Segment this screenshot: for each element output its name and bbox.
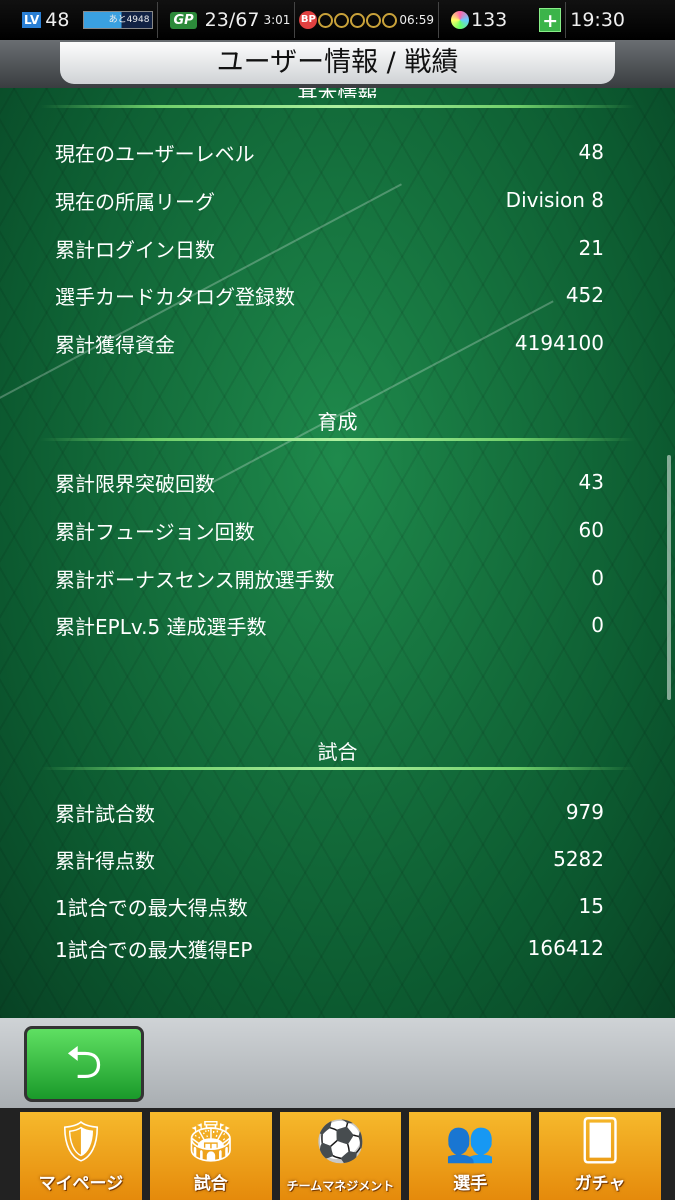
stat-value: 60	[578, 518, 604, 542]
gem-count: 133	[470, 9, 508, 31]
stat-value: 48	[578, 140, 604, 164]
gem-icon	[450, 11, 469, 29]
gp-value: 23/67	[204, 9, 260, 31]
stat-value: Division 8	[505, 188, 604, 212]
title-bar: ユーザー情報 / 戦績	[0, 40, 675, 88]
level-value: 48	[45, 9, 70, 31]
stat-row: 累計ボーナスセンス開放選手数 0	[55, 561, 604, 595]
gp-icon: GP	[170, 11, 197, 29]
add-gems-button[interactable]: +	[539, 8, 562, 32]
stat-value: 5282	[553, 847, 604, 871]
bp-icon: BP	[299, 11, 318, 29]
stat-label: 累計獲得資金	[55, 332, 175, 357]
stat-row: 累計試合数 979	[55, 795, 604, 829]
stat-label: 選手カードカタログ登録数	[55, 284, 295, 309]
xp-bar: あと4948	[83, 11, 154, 29]
stat-value: 21	[578, 236, 604, 260]
nav-mypage[interactable]: 🛡 マイページ	[20, 1112, 142, 1200]
page-title: ユーザー情報 / 戦績	[60, 42, 615, 84]
bp-slot	[318, 12, 334, 28]
bp-slot	[382, 12, 398, 28]
level-badge: LV	[22, 12, 42, 28]
return-arrow-icon: ⮌	[65, 1035, 103, 1089]
stat-value: 4194100	[514, 331, 604, 355]
stat-row: 選手カードカタログ登録数 452	[55, 278, 604, 312]
stat-row: 現在のユーザーレベル 48	[55, 135, 604, 169]
stat-label: 累計限界突破回数	[55, 471, 215, 496]
stat-label: 累計フュージョン回数	[55, 519, 255, 544]
stat-value: 166412	[527, 936, 604, 960]
shield-icon: 🛡	[55, 1119, 107, 1165]
formation-icon: ⚽	[315, 1119, 366, 1165]
bp-slot	[350, 12, 366, 28]
stat-row: 累計ログイン日数 21	[55, 231, 604, 265]
stadium-icon: 🏟	[185, 1119, 237, 1165]
stat-value: 979	[565, 800, 604, 824]
bp-slot	[366, 12, 382, 28]
cards-icon: 🂠	[579, 1118, 621, 1164]
bp-slot	[334, 12, 350, 28]
stat-row: 累計フュージョン回数 60	[55, 513, 604, 547]
nav-players[interactable]: 👥 選手	[409, 1112, 532, 1200]
stat-value: 452	[565, 283, 604, 307]
stat-label: 累計得点数	[55, 848, 155, 873]
players-icon: 👥	[445, 1119, 496, 1165]
stat-label: 1試合での最大得点数	[55, 895, 248, 920]
bottom-nav: 🛡 マイページ 🏟 試合 ⚽ チームマネジメント 👥 選手 🂠 ガチャ	[0, 1108, 675, 1200]
nav-match[interactable]: 🏟 試合	[149, 1112, 272, 1200]
section-title-basic: 基本情報	[0, 88, 675, 98]
clock: 19:30	[570, 9, 626, 31]
section-title-training: 育成	[317, 410, 358, 434]
stat-value: 0	[591, 613, 604, 637]
stat-value: 15	[578, 894, 604, 918]
stat-label: 現在のユーザーレベル	[55, 141, 255, 166]
stat-row: 1試合での最大獲得EP 166412	[55, 931, 604, 965]
stat-row: 累計限界突破回数 43	[55, 465, 604, 499]
stat-label: 累計EPLv.5 達成選手数	[55, 614, 267, 639]
stat-row: 現在の所属リーグ Division 8	[55, 183, 604, 217]
scrollbar[interactable]	[667, 455, 671, 700]
nav-team-management[interactable]: ⚽ チームマネジメント	[279, 1112, 402, 1200]
stat-value: 43	[578, 470, 604, 494]
stat-label: 現在の所属リーグ	[55, 189, 215, 214]
stat-value: 0	[591, 566, 604, 590]
stat-label: 累計試合数	[55, 801, 155, 826]
back-button[interactable]: ⮌	[24, 1026, 144, 1102]
bp-timer: 06:59	[399, 13, 434, 27]
stat-row: 累計EPLv.5 達成選手数 0	[55, 608, 604, 642]
stat-row: 1試合での最大得点数 15	[55, 889, 604, 923]
stat-label: 累計ログイン日数	[55, 237, 215, 262]
bottom-panel: ⮌	[0, 1018, 675, 1108]
stat-row: 累計得点数 5282	[55, 842, 604, 876]
stat-label: 1試合での最大獲得EP	[55, 937, 253, 962]
gp-timer: 3:01	[263, 13, 291, 27]
status-bar: LV 48 あと4948 GP 23/67 3:01 BP 06:59 133 …	[0, 0, 675, 40]
stat-row: 累計獲得資金 4194100	[55, 326, 604, 360]
stat-label: 累計ボーナスセンス開放選手数	[55, 567, 335, 592]
section-title-matches: 試合	[317, 740, 358, 764]
stats-scroll-area[interactable]: 基本情報 現在のユーザーレベル 48 現在の所属リーグ Division 8 累計ロ…	[0, 88, 675, 1018]
nav-gacha[interactable]: 🂠 ガチャ	[539, 1112, 661, 1200]
